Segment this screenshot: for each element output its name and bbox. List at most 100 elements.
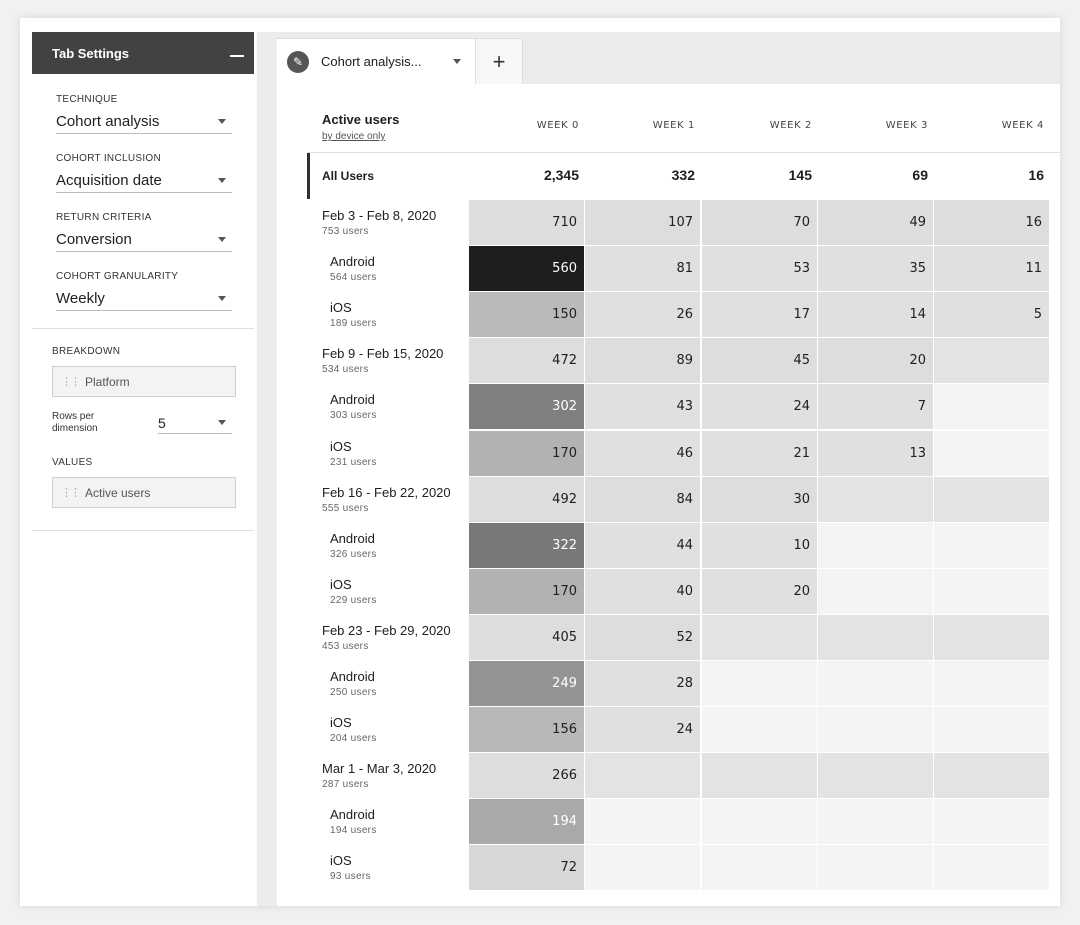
- cohort-cell[interactable]: 472: [469, 338, 584, 384]
- cohort-cell[interactable]: [702, 707, 817, 753]
- cohort-cell[interactable]: 46: [585, 430, 700, 476]
- values-chip-active-users[interactable]: ⋮⋮ Active users: [52, 477, 236, 508]
- cohort-cell[interactable]: 70: [702, 200, 817, 245]
- cohort-cell[interactable]: 89: [585, 338, 700, 384]
- cohort-cell[interactable]: 26: [585, 292, 700, 338]
- cohort-platform-row[interactable]: Android 250 users 249 28: [277, 661, 1060, 707]
- cohort-cell[interactable]: [934, 707, 1049, 753]
- cohort-platform-row[interactable]: iOS 231 users 170 46 21 13: [277, 430, 1060, 477]
- cohort-cell[interactable]: [702, 753, 817, 799]
- cohort-cell[interactable]: [585, 845, 700, 891]
- cohort-cell[interactable]: 52: [585, 614, 700, 660]
- add-tab-button[interactable]: +: [475, 38, 523, 84]
- cohort-cell[interactable]: [818, 707, 933, 753]
- cohort-cell[interactable]: [934, 661, 1049, 706]
- cohort-cell[interactable]: [702, 845, 817, 891]
- cohort-cell[interactable]: 7: [818, 384, 933, 430]
- cohort-cell[interactable]: [934, 799, 1049, 845]
- breakdown-chip-platform[interactable]: ⋮⋮ Platform: [52, 366, 236, 397]
- cohort-cell[interactable]: 11: [934, 246, 1049, 292]
- cohort-cell[interactable]: 17: [702, 292, 817, 338]
- return-criteria-select[interactable]: Conversion: [56, 228, 232, 252]
- cohort-cell[interactable]: 302: [469, 384, 584, 430]
- cohort-cell[interactable]: [702, 799, 817, 845]
- cohort-cell[interactable]: 45: [702, 338, 817, 384]
- cohort-cell[interactable]: 43: [585, 384, 700, 430]
- cohort-cell[interactable]: [934, 476, 1049, 522]
- cohort-cell[interactable]: 16: [934, 200, 1049, 245]
- cohort-platform-row[interactable]: Android 194 users 194: [277, 799, 1060, 845]
- cohort-group-row[interactable]: Feb 16 - Feb 22, 2020 555 users 492 84 30: [277, 476, 1060, 523]
- cohort-cell[interactable]: [818, 568, 933, 614]
- cohort-group-row[interactable]: Feb 9 - Feb 15, 2020 534 users 472 89 45 20: [277, 338, 1060, 384]
- cohort-cell[interactable]: [934, 522, 1049, 568]
- cohort-cell[interactable]: 72: [469, 845, 584, 891]
- cohort-cell[interactable]: 405: [469, 614, 584, 660]
- cohort-cell[interactable]: 24: [702, 384, 817, 430]
- cohort-cell[interactable]: 710: [469, 200, 584, 245]
- cohort-cell[interactable]: [934, 338, 1049, 384]
- cohort-cell[interactable]: 44: [585, 522, 700, 568]
- cohort-cell[interactable]: [818, 799, 933, 845]
- cohort-cell[interactable]: 53: [702, 246, 817, 292]
- metric-subtitle-link[interactable]: by device only: [322, 131, 386, 142]
- cohort-cell[interactable]: 5: [934, 292, 1049, 338]
- cohort-cell[interactable]: 20: [702, 568, 817, 614]
- cohort-cell[interactable]: 150: [469, 292, 584, 338]
- cohort-cell[interactable]: [934, 614, 1049, 660]
- cohort-group-row[interactable]: Mar 1 - Mar 3, 2020 287 users 266: [277, 753, 1060, 799]
- pencil-icon[interactable]: ✎: [287, 50, 309, 73]
- cohort-cell[interactable]: 28: [585, 661, 700, 706]
- cohort-cell[interactable]: [702, 614, 817, 660]
- cohort-cell[interactable]: 49: [818, 200, 933, 245]
- cohort-cell[interactable]: [585, 799, 700, 845]
- cohort-cell[interactable]: 21: [702, 430, 817, 476]
- technique-select[interactable]: Cohort analysis: [56, 110, 232, 134]
- tab-cohort-analysis[interactable]: ✎ Cohort analysis...: [277, 38, 475, 84]
- cohort-cell[interactable]: 170: [469, 430, 584, 476]
- cohort-cell[interactable]: [818, 753, 933, 799]
- cohort-cell[interactable]: 84: [585, 476, 700, 522]
- cohort-cell[interactable]: [818, 522, 933, 568]
- caret-down-icon[interactable]: [453, 59, 461, 64]
- cohort-cell[interactable]: 10: [702, 522, 817, 568]
- cohort-platform-row[interactable]: Android 326 users 322 44 10: [277, 522, 1060, 569]
- cohort-cell[interactable]: 492: [469, 476, 584, 522]
- cohort-cell[interactable]: 13: [818, 430, 933, 476]
- collapse-icon[interactable]: [230, 55, 244, 57]
- cohort-cell[interactable]: [934, 845, 1049, 891]
- cohort-platform-row[interactable]: Android 564 users 560 81 53 35 11: [277, 246, 1060, 292]
- cohort-platform-row[interactable]: iOS 93 users 72: [277, 845, 1060, 891]
- cohort-granularity-select[interactable]: Weekly: [56, 287, 232, 311]
- cohort-cell[interactable]: [934, 753, 1049, 799]
- cohort-platform-row[interactable]: iOS 189 users 150 26 17 14 5: [277, 292, 1060, 338]
- rows-per-dimension-select[interactable]: 5: [158, 412, 232, 434]
- cohort-cell[interactable]: 14: [818, 292, 933, 338]
- cohort-cell[interactable]: [934, 384, 1049, 430]
- cohort-cell[interactable]: 249: [469, 661, 584, 706]
- cohort-cell[interactable]: [818, 845, 933, 891]
- cohort-group-row[interactable]: Feb 3 - Feb 8, 2020 753 users 710 107 70 49 16: [277, 200, 1060, 246]
- cohort-cell[interactable]: 30: [702, 476, 817, 522]
- cohort-inclusion-select[interactable]: Acquisition date: [56, 169, 232, 193]
- cohort-cell[interactable]: 24: [585, 707, 700, 753]
- cohort-cell[interactable]: [702, 661, 817, 706]
- cohort-cell[interactable]: 40: [585, 568, 700, 614]
- cohort-cell[interactable]: 156: [469, 707, 584, 753]
- cohort-platform-row[interactable]: iOS 229 users 170 40 20: [277, 568, 1060, 615]
- cohort-cell[interactable]: 322: [469, 522, 584, 568]
- cohort-cell[interactable]: [818, 476, 933, 522]
- cohort-cell[interactable]: [585, 753, 700, 799]
- cohort-cell[interactable]: 170: [469, 568, 584, 614]
- cohort-platform-row[interactable]: iOS 204 users 156 24: [277, 707, 1060, 753]
- cohort-cell[interactable]: 266: [469, 753, 584, 799]
- cohort-cell[interactable]: 107: [585, 200, 700, 245]
- cohort-cell[interactable]: [934, 430, 1049, 476]
- cohort-cell[interactable]: 560: [469, 246, 584, 292]
- cohort-cell[interactable]: 20: [818, 338, 933, 384]
- cohort-platform-row[interactable]: Android 303 users 302 43 24 7: [277, 384, 1060, 430]
- cohort-cell[interactable]: 35: [818, 246, 933, 292]
- cohort-cell[interactable]: 194: [469, 799, 584, 845]
- cohort-cell[interactable]: [934, 568, 1049, 614]
- cohort-cell[interactable]: [818, 661, 933, 706]
